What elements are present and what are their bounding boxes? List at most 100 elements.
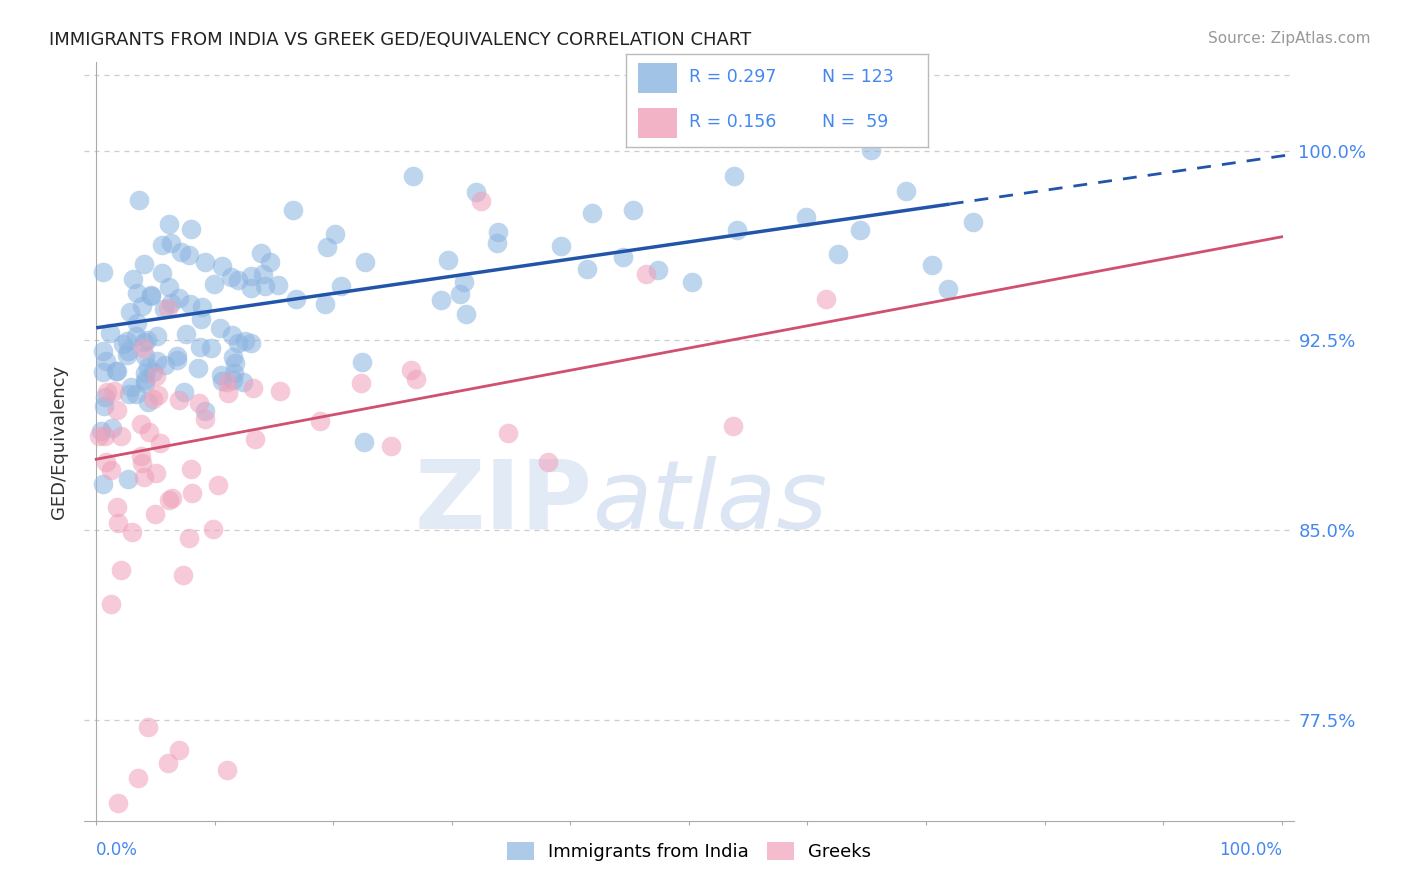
Point (405, 372, 427, 386)
Point (281, 203, 304, 218)
Point (723, 169, 745, 183)
Point (437, 253, 460, 268)
Point (121, 525, 143, 540)
Point (350, 354, 373, 368)
Point (94, 353, 117, 368)
Point (191, 300, 214, 314)
Point (209, 368, 232, 383)
Point (353, 254, 375, 268)
Point (131, 456, 153, 470)
Point (157, 280, 180, 294)
Text: atlas: atlas (592, 456, 827, 549)
Text: N =  59: N = 59 (823, 113, 889, 131)
Point (160, 491, 183, 506)
Point (827, 246, 849, 260)
Point (104, 364, 127, 378)
Point (134, 366, 156, 380)
Point (725, 222, 748, 236)
Point (107, 516, 129, 530)
Point (93, 399, 115, 413)
Point (470, 194, 492, 209)
Point (145, 368, 167, 383)
Point (93, 390, 115, 404)
Point (129, 417, 152, 431)
Point (134, 373, 156, 387)
Point (636, 267, 658, 281)
Text: 0.0%: 0.0% (96, 841, 138, 859)
Point (454, 308, 477, 322)
Point (121, 272, 143, 286)
Point (208, 321, 231, 335)
Point (621, 202, 644, 217)
Point (167, 743, 190, 757)
Point (153, 359, 176, 373)
Point (117, 348, 139, 362)
Text: 100.0%: 100.0% (1219, 841, 1282, 859)
Point (91, 343, 114, 358)
Point (449, 286, 471, 301)
Point (96, 385, 118, 400)
Point (117, 472, 139, 486)
Point (103, 384, 125, 398)
Point (150, 238, 173, 252)
Point (125, 329, 148, 343)
Point (94, 429, 117, 443)
Point (936, 282, 959, 296)
Y-axis label: GED/Equivalency: GED/Equivalency (51, 365, 69, 518)
Point (202, 277, 225, 292)
Point (157, 493, 180, 508)
Point (252, 267, 274, 281)
Point (179, 297, 201, 311)
Point (166, 352, 188, 367)
Point (200, 341, 222, 355)
Point (167, 393, 190, 408)
Point (612, 251, 634, 265)
Point (308, 414, 330, 428)
Point (194, 254, 217, 268)
Point (100, 597, 122, 611)
Point (353, 435, 375, 450)
Point (814, 292, 837, 306)
Point (194, 404, 217, 418)
Point (132, 334, 155, 349)
Point (188, 396, 211, 410)
Point (486, 225, 509, 239)
Point (550, 239, 572, 253)
Point (496, 425, 519, 440)
Point (380, 439, 402, 453)
Point (430, 293, 453, 307)
Point (211, 374, 233, 388)
Point (91, 476, 114, 491)
Point (100, 326, 122, 340)
Point (174, 326, 197, 341)
Point (141, 289, 163, 303)
Point (239, 268, 262, 283)
Point (215, 763, 238, 777)
Point (145, 467, 167, 481)
Point (146, 329, 169, 343)
Text: Source: ZipAtlas.com: Source: ZipAtlas.com (1208, 31, 1371, 46)
Point (87, 428, 110, 442)
Point (537, 455, 560, 469)
Point (239, 336, 262, 351)
Point (187, 361, 209, 376)
Point (325, 227, 347, 242)
Point (859, 143, 882, 157)
Point (142, 365, 165, 379)
Point (796, 210, 818, 224)
Point (177, 531, 200, 545)
Point (132, 470, 155, 484)
Point (136, 333, 159, 347)
Point (240, 281, 263, 295)
Point (172, 568, 194, 582)
Point (269, 384, 291, 398)
Point (221, 328, 243, 343)
Point (681, 276, 703, 290)
Point (848, 223, 870, 237)
Point (921, 258, 943, 272)
Point (91, 264, 114, 278)
Point (142, 392, 165, 407)
Point (575, 262, 598, 277)
Point (180, 222, 202, 236)
Point (94, 455, 117, 469)
